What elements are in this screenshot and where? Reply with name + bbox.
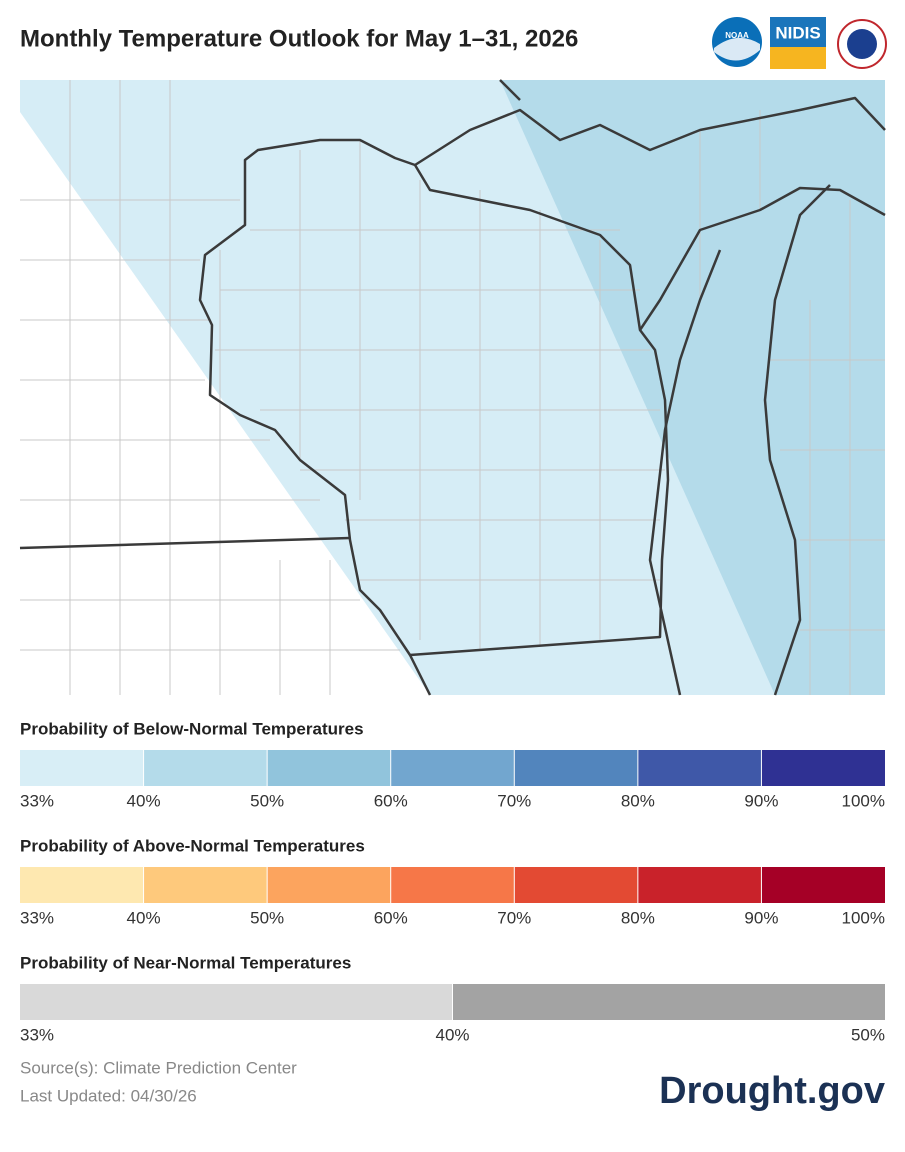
legend-swatch [20,984,453,1020]
legend-label: 33% [20,791,54,810]
legend-swatch [514,867,638,903]
legend-swatch [390,867,515,903]
title: Monthly Temperature Outlook for May 1–31… [20,25,578,52]
legend-swatch [514,750,638,786]
legend-swatch [267,867,391,903]
legend-title: Probability of Near-Normal Temperatures [20,953,351,972]
legend-swatch [637,867,762,903]
last-updated: Last Updated: 04/30/26 [20,1086,197,1105]
legend-label: 33% [20,1025,54,1044]
legend-swatch [390,750,515,786]
legend-label: 100% [842,791,885,810]
nws-inner [847,29,877,59]
county-lines [20,80,885,695]
legend-swatch [761,867,885,903]
noaa-text: NOAA [725,31,749,40]
state-borders [19,79,886,696]
legend-swatch [143,750,268,786]
noaa-wave [714,37,760,61]
legend-title: Probability of Below-Normal Temperatures [20,719,364,738]
nidis-top [770,17,826,47]
map [19,79,886,696]
legend-swatch [267,750,391,786]
legends: Probability of Below-Normal Temperatures… [20,719,885,1044]
legend-label: 90% [744,791,778,810]
legend-swatch [637,750,762,786]
legend-label: 33% [20,908,54,927]
source: Source(s): Climate Prediction Center [20,1058,297,1077]
legend-swatch [143,867,268,903]
legend-label: 40% [127,791,161,810]
legend-title: Probability of Above-Normal Temperatures [20,836,365,855]
legend-label: 50% [250,908,284,927]
legend-label: 50% [250,791,284,810]
logos: NOAA NIDIS [712,17,887,69]
legend-label: 60% [374,791,408,810]
legend-label: 70% [497,908,531,927]
legend-swatch [20,750,144,786]
legend-label: 40% [435,1025,469,1044]
legend-label: 80% [621,791,655,810]
legend-label: 60% [374,908,408,927]
nidis-text: NIDIS [775,23,820,42]
legend-swatch [761,750,885,786]
legend-label: 70% [497,791,531,810]
legend-label: 90% [744,908,778,927]
legend-swatch [452,984,885,1020]
legend-label: 80% [621,908,655,927]
legend-label: 100% [842,908,885,927]
legend-label: 40% [127,908,161,927]
legend-swatch [20,867,144,903]
legend-label: 50% [851,1025,885,1044]
brand: Drought.gov [659,1070,885,1112]
